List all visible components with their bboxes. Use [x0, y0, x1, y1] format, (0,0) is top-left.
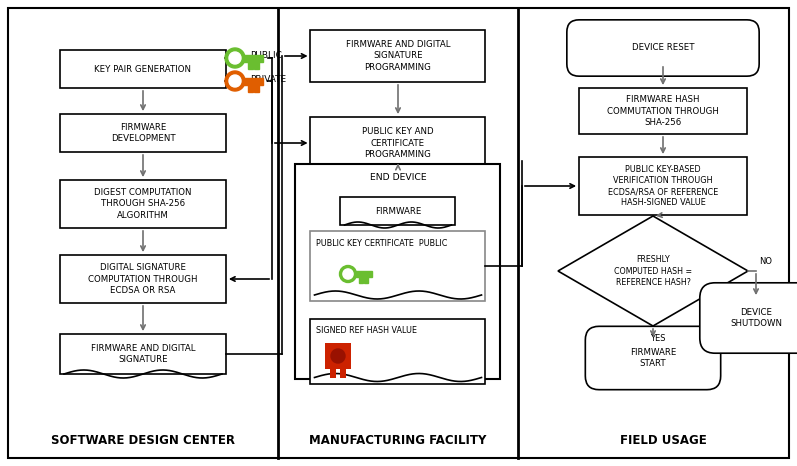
FancyBboxPatch shape	[254, 62, 259, 69]
FancyBboxPatch shape	[296, 164, 501, 378]
Text: PUBLIC: PUBLIC	[250, 52, 282, 61]
FancyBboxPatch shape	[585, 326, 720, 390]
FancyBboxPatch shape	[700, 283, 797, 353]
FancyBboxPatch shape	[235, 77, 263, 84]
FancyBboxPatch shape	[567, 20, 760, 76]
FancyBboxPatch shape	[359, 277, 363, 283]
FancyBboxPatch shape	[311, 231, 485, 301]
Text: SIGNED REF HASH VALUE: SIGNED REF HASH VALUE	[316, 326, 418, 335]
Text: DIGITAL SIGNATURE
COMPUTATION THROUGH
ECDSA OR RSA: DIGITAL SIGNATURE COMPUTATION THROUGH EC…	[88, 263, 198, 295]
Text: PUBLIC KEY-BASED
VERIFICATION THROUGH
ECDSA/RSA OF REFERENCE
HASH-SIGNED VALUE: PUBLIC KEY-BASED VERIFICATION THROUGH EC…	[608, 165, 718, 207]
FancyBboxPatch shape	[340, 197, 456, 225]
Text: FIRMWARE: FIRMWARE	[375, 206, 421, 215]
Text: PUBLIC KEY CERTIFICATE  PUBLIC: PUBLIC KEY CERTIFICATE PUBLIC	[316, 239, 448, 247]
FancyBboxPatch shape	[579, 157, 747, 215]
Text: FIRMWARE
START: FIRMWARE START	[630, 348, 676, 368]
Circle shape	[225, 48, 245, 68]
FancyBboxPatch shape	[60, 334, 226, 374]
Text: FIELD USAGE: FIELD USAGE	[619, 434, 706, 447]
FancyBboxPatch shape	[330, 366, 336, 378]
FancyBboxPatch shape	[60, 255, 226, 303]
FancyBboxPatch shape	[248, 84, 253, 91]
Text: PUBLIC KEY AND
CERTIFICATE
PROGRAMMING: PUBLIC KEY AND CERTIFICATE PROGRAMMING	[362, 127, 434, 158]
Text: KEY PAIR GENERATION: KEY PAIR GENERATION	[95, 64, 191, 74]
Text: YES: YES	[650, 334, 665, 343]
FancyBboxPatch shape	[579, 88, 747, 134]
Text: FIRMWARE HASH
COMMUTATION THROUGH
SHA-256: FIRMWARE HASH COMMUTATION THROUGH SHA-25…	[607, 96, 719, 127]
FancyBboxPatch shape	[60, 114, 226, 152]
Text: FRESHLY
COMPUTED HASH =
REFERENCE HASH?: FRESHLY COMPUTED HASH = REFERENCE HASH?	[614, 255, 692, 287]
Polygon shape	[558, 216, 748, 326]
Circle shape	[331, 349, 345, 363]
Text: NO: NO	[759, 257, 772, 266]
Text: PRIVATE: PRIVATE	[250, 75, 286, 84]
Circle shape	[229, 75, 241, 87]
Text: FIRMWARE AND DIGITAL
SIGNATURE: FIRMWARE AND DIGITAL SIGNATURE	[91, 344, 195, 364]
FancyBboxPatch shape	[8, 8, 789, 458]
Text: FIRMWARE
DEVELOPMENT: FIRMWARE DEVELOPMENT	[111, 123, 175, 143]
FancyBboxPatch shape	[325, 343, 351, 369]
FancyBboxPatch shape	[311, 117, 485, 169]
FancyBboxPatch shape	[60, 50, 226, 88]
FancyBboxPatch shape	[348, 271, 371, 277]
FancyBboxPatch shape	[364, 277, 368, 283]
FancyBboxPatch shape	[340, 366, 346, 378]
Text: END DEVICE: END DEVICE	[370, 173, 426, 182]
FancyBboxPatch shape	[248, 62, 253, 69]
FancyBboxPatch shape	[235, 55, 263, 62]
Text: MANUFACTURING FACILITY: MANUFACTURING FACILITY	[309, 434, 487, 447]
Text: FIRMWARE AND DIGITAL
SIGNATURE
PROGRAMMING: FIRMWARE AND DIGITAL SIGNATURE PROGRAMMI…	[346, 41, 450, 72]
Text: DIGEST COMPUTATION
THROUGH SHA-256
ALGORITHM: DIGEST COMPUTATION THROUGH SHA-256 ALGOR…	[94, 188, 192, 219]
Circle shape	[225, 71, 245, 91]
Circle shape	[229, 52, 241, 64]
FancyBboxPatch shape	[311, 318, 485, 384]
FancyBboxPatch shape	[311, 30, 485, 82]
FancyBboxPatch shape	[254, 84, 259, 91]
Circle shape	[340, 266, 356, 282]
Circle shape	[326, 344, 350, 368]
Text: SOFTWARE DESIGN CENTER: SOFTWARE DESIGN CENTER	[51, 434, 235, 447]
Text: DEVICE RESET: DEVICE RESET	[632, 43, 694, 53]
FancyBboxPatch shape	[60, 180, 226, 228]
Circle shape	[343, 269, 353, 279]
Text: DEVICE
SHUTDOWN: DEVICE SHUTDOWN	[730, 308, 782, 328]
